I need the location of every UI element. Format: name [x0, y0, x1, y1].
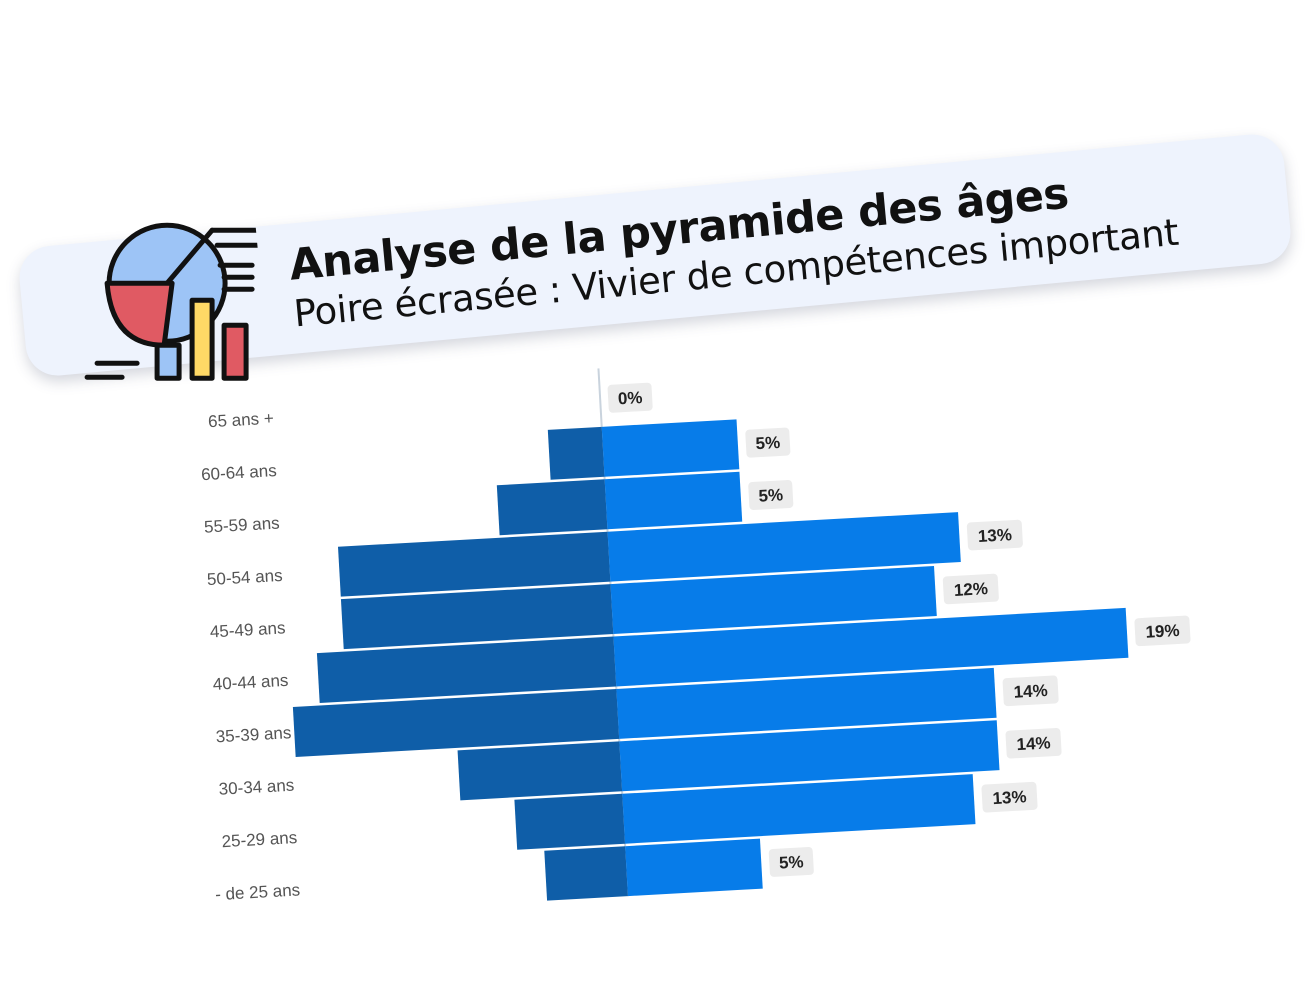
bar-right [625, 838, 763, 897]
bar-right [604, 471, 743, 530]
chart-analytics-icon [64, 197, 271, 404]
category-label: 65 ans + [208, 409, 275, 432]
data-label-badge [745, 427, 791, 458]
category-label: 60-64 ans [201, 461, 278, 484]
category-label: 50-54 ans [206, 566, 283, 589]
bar-left [337, 531, 611, 597]
category-label: 40-44 ans [212, 671, 289, 694]
data-label-badge [1134, 615, 1191, 647]
bar-right [622, 774, 976, 844]
category-label: 25-29 ans [221, 828, 298, 851]
data-label: 13% [977, 525, 1012, 546]
bar-right [619, 720, 1000, 792]
bar-left [457, 741, 623, 801]
bar-left [340, 584, 614, 650]
bar-right [613, 607, 1129, 687]
data-label: 14% [1013, 681, 1048, 702]
data-label: 12% [953, 579, 988, 600]
data-label-badge [607, 382, 653, 413]
data-label: 5% [758, 485, 784, 505]
bar-left [292, 688, 620, 757]
data-label-badge [981, 781, 1038, 813]
bar-left [316, 636, 617, 704]
data-label: 19% [1145, 621, 1180, 642]
bar-right [610, 566, 937, 635]
bar-left [514, 793, 626, 850]
data-label-badge [942, 573, 999, 605]
category-label: 55-59 ans [204, 513, 281, 536]
data-label-badge [748, 480, 794, 511]
data-label-badge [1005, 727, 1062, 759]
data-label-badge [768, 846, 814, 877]
bar-right [607, 512, 961, 582]
bar-right [616, 667, 997, 739]
data-label: 14% [1016, 733, 1051, 754]
bar-left [547, 426, 605, 480]
data-label-badge [1002, 675, 1059, 707]
data-label-badge [966, 519, 1023, 551]
category-label: 35-39 ans [215, 723, 292, 746]
data-label: 0% [617, 388, 643, 408]
bar-right [601, 419, 740, 477]
category-label: - de 25 ans [215, 880, 301, 904]
data-label: 5% [779, 852, 805, 872]
data-label: 5% [755, 433, 781, 453]
banner: Analyse de la pyramide des âges Poire éc… [16, 131, 1294, 381]
bar-left [496, 479, 608, 536]
data-label: 13% [992, 787, 1027, 808]
bar-left [544, 846, 628, 901]
category-label: 45-49 ans [209, 618, 286, 641]
category-label: 30-34 ans [218, 776, 295, 799]
